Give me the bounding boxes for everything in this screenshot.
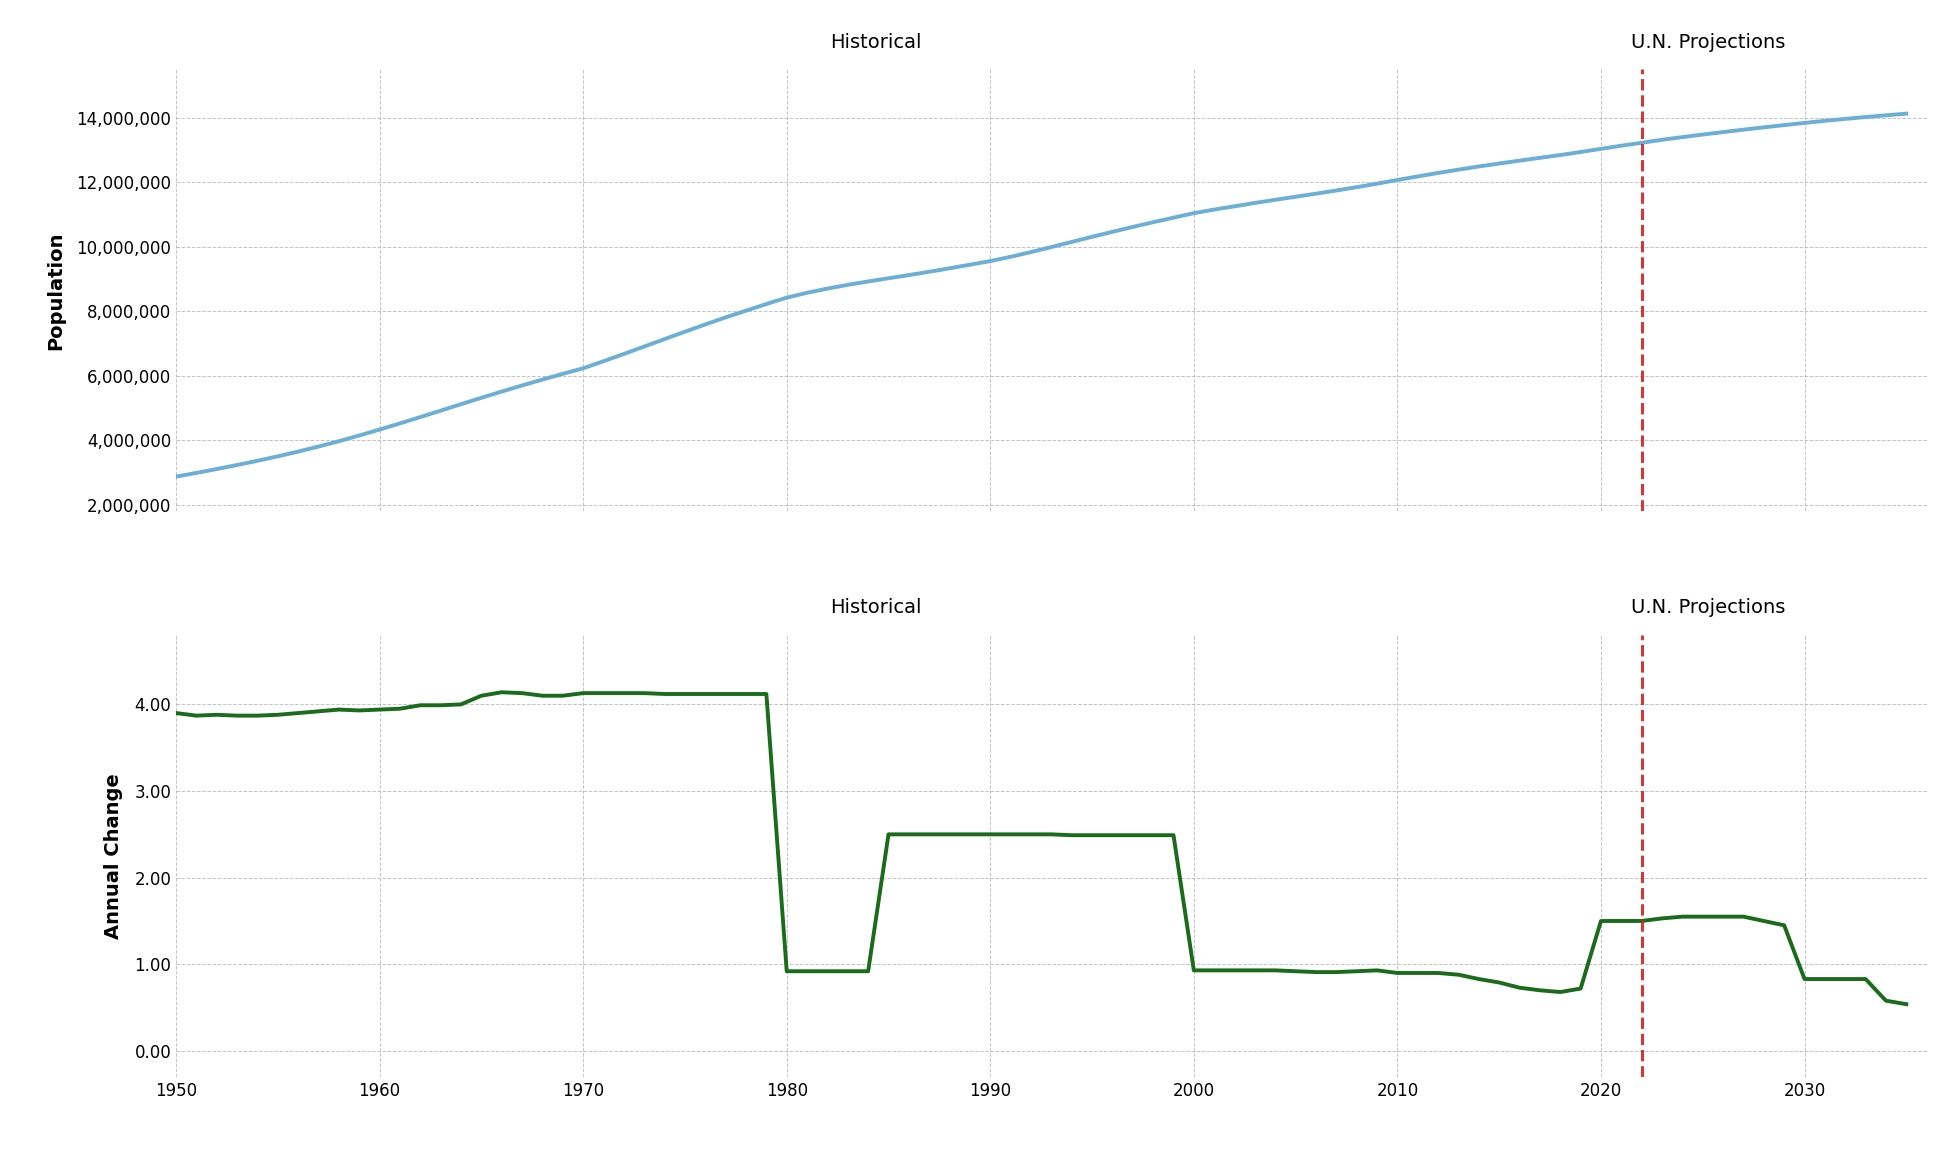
Text: Historical: Historical xyxy=(831,32,921,52)
Text: Historical: Historical xyxy=(831,599,921,617)
Text: U.N. Projections: U.N. Projections xyxy=(1630,32,1785,52)
Y-axis label: Population: Population xyxy=(47,232,65,350)
Text: U.N. Projections: U.N. Projections xyxy=(1630,599,1785,617)
Y-axis label: Annual Change: Annual Change xyxy=(104,774,123,939)
